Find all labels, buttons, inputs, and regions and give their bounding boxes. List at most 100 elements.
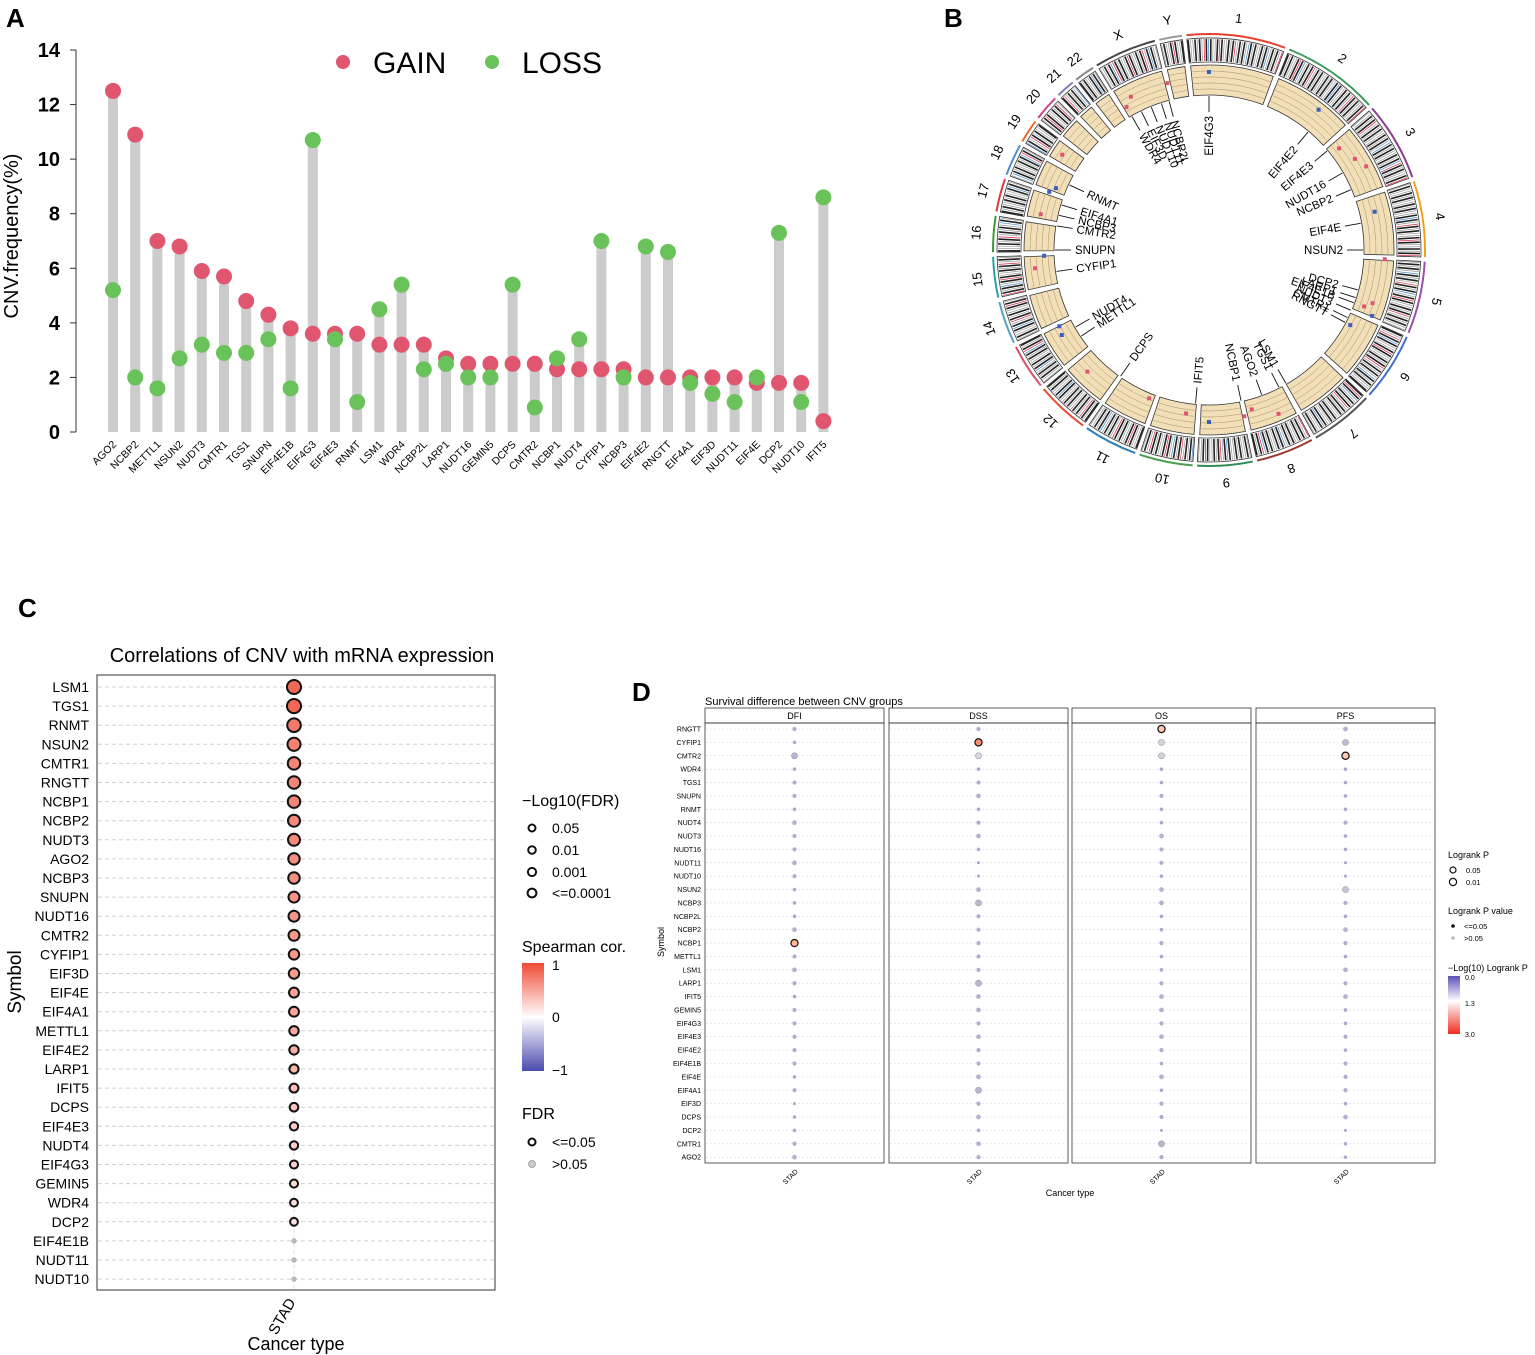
ideogram-band bbox=[1294, 61, 1306, 82]
correlation-point bbox=[288, 1063, 300, 1075]
ideogram-band bbox=[1049, 110, 1067, 126]
cnv-track-gridline bbox=[1099, 99, 1113, 109]
ideogram-band bbox=[1154, 45, 1161, 68]
fdr-legend-label: <=0.05 bbox=[552, 1134, 596, 1150]
lollipop-stem bbox=[263, 314, 274, 432]
ideogram-band bbox=[1023, 148, 1044, 160]
loss-point bbox=[549, 350, 565, 367]
gene-label-connector bbox=[1342, 285, 1358, 291]
ideogram-band bbox=[998, 243, 1021, 246]
survival-point bbox=[1159, 927, 1164, 932]
ideogram-band bbox=[998, 236, 1021, 239]
ideogram-band bbox=[1344, 381, 1361, 398]
ideogram-band bbox=[1191, 438, 1194, 461]
ideogram-band bbox=[1279, 425, 1288, 446]
cnv-track-gridline bbox=[1155, 408, 1196, 417]
cnv-track-gridline bbox=[1330, 144, 1361, 196]
gene-label-connector bbox=[1277, 369, 1287, 384]
panel-c-symbol-label: WDR4 bbox=[48, 1195, 89, 1211]
ideogram-band bbox=[1231, 437, 1236, 460]
panel-c-symbol-label: EIF4A1 bbox=[42, 1004, 89, 1020]
ideogram-band bbox=[1222, 39, 1225, 62]
chromosome-color-arc bbox=[1075, 66, 1094, 81]
ideogram-band bbox=[1165, 435, 1172, 457]
ideogram-band bbox=[1122, 57, 1133, 78]
cnv-track-gridline bbox=[1337, 320, 1368, 366]
ideogram-band bbox=[1366, 353, 1386, 368]
cnv-track-gridline bbox=[1335, 140, 1367, 193]
cnv-track-gridline bbox=[1032, 191, 1040, 218]
logrank-color-legend-gradient bbox=[1448, 976, 1460, 1034]
ideogram-band bbox=[1008, 307, 1030, 317]
panel-d-symbol-label: LSM1 bbox=[683, 967, 701, 974]
ideogram-band bbox=[1200, 438, 1202, 461]
ideogram-band bbox=[1341, 384, 1358, 401]
ideogram-band bbox=[1017, 329, 1039, 340]
cnv-track-gridline bbox=[1363, 259, 1376, 314]
legend-loss-marker bbox=[485, 55, 499, 69]
loss-point bbox=[327, 331, 343, 348]
cnv-track-gridline bbox=[1058, 172, 1069, 194]
ideogram-band bbox=[1381, 164, 1403, 175]
survival-point bbox=[1343, 780, 1348, 785]
ideogram-band bbox=[1225, 438, 1229, 461]
cnv-track-gridline bbox=[1072, 365, 1105, 396]
ideogram-band bbox=[1369, 348, 1389, 361]
ideogram-band bbox=[1390, 192, 1413, 200]
ideogram-band bbox=[1396, 228, 1419, 232]
ideogram-band bbox=[1385, 316, 1407, 327]
ideogram-band bbox=[1341, 99, 1357, 116]
ideogram-band bbox=[1365, 355, 1384, 369]
ideogram-band bbox=[1173, 41, 1180, 64]
cnv-marker bbox=[1242, 414, 1247, 419]
ideogram-band bbox=[1070, 392, 1086, 410]
cnv-track-gridline bbox=[1049, 330, 1070, 363]
loss-point bbox=[660, 243, 676, 260]
panel-d-symbol-label: GEMIN5 bbox=[674, 1007, 701, 1014]
ideogram-band bbox=[1397, 241, 1420, 244]
cnv-track-gridline bbox=[1339, 136, 1372, 192]
ideogram-band bbox=[1372, 143, 1393, 157]
ideogram-band bbox=[1348, 107, 1365, 123]
ideogram-band bbox=[1196, 39, 1199, 62]
ideogram-band bbox=[1001, 286, 1024, 292]
panel-c-symbol-label: NCBP3 bbox=[42, 870, 89, 886]
logrank-size-legend-label: 0.01 bbox=[1466, 878, 1481, 887]
ideogram-band bbox=[1133, 426, 1142, 448]
loss-point bbox=[615, 369, 632, 386]
lollipop-stem bbox=[640, 246, 651, 432]
facet-panel-border bbox=[888, 722, 1069, 1164]
ideogram-band bbox=[1022, 150, 1043, 162]
ideogram-band bbox=[1346, 105, 1364, 122]
ideogram-band bbox=[1394, 287, 1416, 294]
facet-xtick-label: STAD bbox=[1149, 1168, 1167, 1186]
ideogram-band bbox=[1384, 173, 1406, 182]
cnv-track-gridline bbox=[1169, 78, 1187, 82]
chromosome-color-arc bbox=[1096, 39, 1156, 67]
survival-point bbox=[790, 938, 799, 948]
survival-point bbox=[1159, 900, 1164, 906]
panel-d-title: Survival difference between CNV groups bbox=[705, 696, 903, 708]
cnv-track-gridline bbox=[1108, 397, 1148, 419]
ideogram-band bbox=[1048, 112, 1066, 128]
cnv-marker bbox=[1085, 369, 1090, 374]
correlation-point bbox=[287, 852, 301, 866]
gain-point bbox=[105, 82, 121, 99]
survival-point bbox=[1159, 994, 1164, 999]
ideogram-band bbox=[1071, 393, 1088, 412]
panel-d-symbol-label: EIF4G3 bbox=[677, 1021, 701, 1028]
cnv-track-gridline bbox=[1081, 357, 1112, 386]
ideogram-band bbox=[1394, 283, 1417, 289]
cnv-track-gridline bbox=[1044, 195, 1052, 220]
panel-d-symbol-label: EIF3D bbox=[681, 1101, 701, 1108]
ideogram-band bbox=[1001, 208, 1024, 214]
ideogram-band bbox=[1236, 41, 1242, 64]
cnv-track-gridline bbox=[1373, 195, 1383, 256]
survival-point bbox=[1159, 820, 1164, 825]
ideogram-band bbox=[1068, 391, 1084, 409]
panel-d-ylabel: Symbol bbox=[656, 927, 666, 957]
ideogram-band bbox=[1258, 46, 1266, 68]
loss-point bbox=[149, 380, 166, 397]
gene-label-connector bbox=[1195, 387, 1198, 404]
ideogram-band bbox=[1383, 321, 1405, 331]
